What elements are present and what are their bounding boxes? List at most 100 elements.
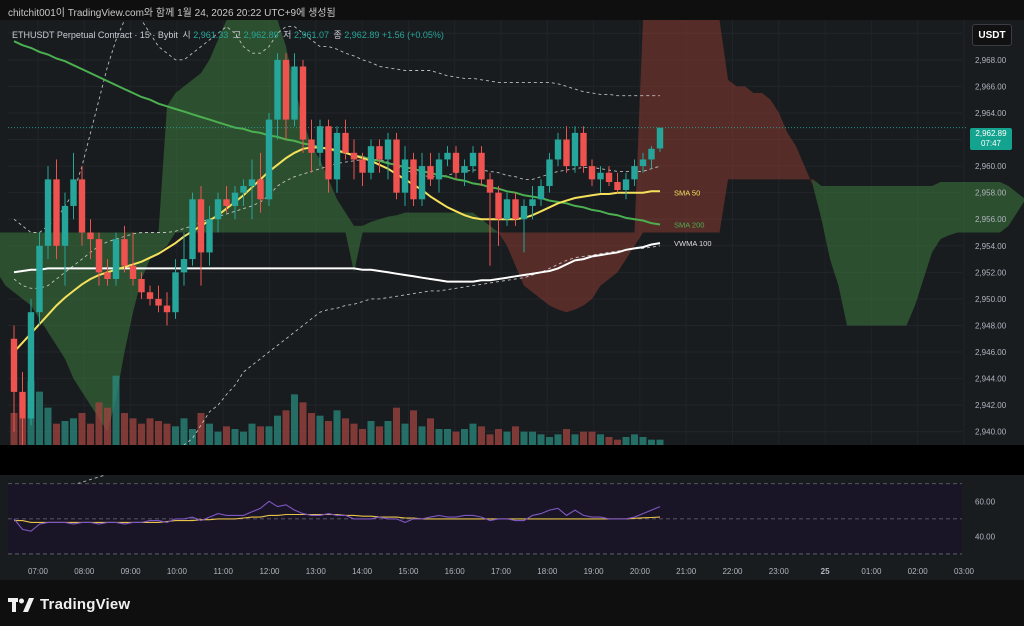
cloud-segment-bull [889, 186, 898, 326]
candle-down [104, 272, 111, 279]
candle-down [197, 199, 205, 253]
cloud-segment-bear [660, 20, 669, 233]
cloud-segment-bull [847, 186, 856, 326]
candle-down [512, 199, 519, 220]
cloud-segment-bear [575, 232, 584, 310]
volume-bar [410, 410, 417, 445]
candle-down [95, 239, 103, 273]
cloud-segment-bear [532, 232, 541, 299]
candle-down [410, 159, 417, 200]
cloud-segment-bull [855, 186, 864, 326]
volume-bar [180, 418, 188, 445]
volume-bar [223, 426, 230, 445]
volume-bar [308, 413, 315, 445]
cloud-segment-bull [1000, 182, 1009, 233]
volume-bar [112, 375, 120, 445]
cloud-segment-bull [940, 182, 949, 240]
cloud-segment-bull [56, 232, 65, 359]
volume-bar [325, 421, 332, 445]
volume-bar [486, 434, 494, 445]
chart-legend: ETHUSDT Perpetual Contract · 15 · Bybit … [12, 28, 444, 41]
cloud-segment-bear [549, 232, 558, 310]
cloud-segment-bear [498, 232, 507, 246]
cloud-segment-bear [770, 99, 779, 180]
candle-down [376, 146, 383, 160]
candle-down [350, 152, 358, 160]
series-label-vwma-100: VWMA 100 [674, 239, 712, 248]
cloud-segment-bear [694, 20, 703, 233]
volume-bar [376, 426, 383, 445]
chart-frame[interactable]: 2,940.00 2,942.00 2,944.00 2,946.00 2,948.00… [0, 20, 1024, 580]
volume-bar [614, 439, 621, 445]
volume-bar [146, 418, 154, 445]
volume-bar [367, 421, 375, 445]
cloud-segment-bear [796, 146, 805, 180]
candle-down [605, 172, 613, 183]
currency-button[interactable]: USDT [972, 24, 1012, 46]
cloud-segment-bull [991, 182, 1000, 233]
volume-bar [189, 429, 196, 445]
x-tick-label: 13:00 [306, 567, 327, 576]
cloud-segment-bull [915, 186, 924, 306]
legend-change: +1.56 (+0.05%) [381, 30, 444, 40]
candle-up [189, 199, 196, 260]
bollinger-upper-line [13, 20, 660, 233]
cloud-segment-bull [898, 186, 907, 326]
cloud-segment-bull [167, 93, 176, 246]
window-title: chitchit001이 TradingView.com와 함께 1월 24, … [8, 8, 336, 19]
cloud-segment-bull [388, 215, 397, 233]
cloud-segment-bull [966, 182, 975, 233]
volume-bar [121, 413, 128, 445]
cloud-segment-bull [413, 212, 422, 233]
volume-bar [452, 431, 460, 445]
cloud-segment-bear [515, 232, 524, 286]
volume-bar [342, 418, 349, 445]
cloud-segment-bull [218, 20, 227, 233]
candle-up [554, 139, 562, 160]
candle-up [639, 159, 647, 167]
candle-up [333, 132, 341, 180]
cloud-segment-bear [685, 20, 694, 233]
candle-down [588, 166, 596, 180]
volume-bar [61, 421, 69, 445]
cloud-segment-bull [821, 186, 830, 260]
tradingview-logo[interactable]: TradingView [8, 596, 130, 613]
cloud-segment-bear [753, 93, 762, 180]
chart-canvas[interactable]: 2,940.00 2,942.00 2,944.00 2,946.00 2,948.00… [0, 20, 1024, 580]
candle-up [656, 127, 664, 149]
volume-bar [214, 431, 222, 445]
candle-down [452, 152, 460, 173]
cloud-segment-bear [541, 232, 550, 306]
volume-bar [622, 437, 630, 445]
cloud-segment-bear [677, 20, 686, 233]
cloud-segment-bull [22, 232, 31, 306]
cloud-segment-bull [252, 20, 261, 233]
cloud-segment-bull [354, 225, 363, 273]
candle-down [325, 126, 332, 180]
x-tick-label: 16:00 [445, 567, 466, 576]
y-tick-label: 2,944.00 [975, 375, 1007, 384]
volume-bar [639, 437, 647, 445]
cloud-segment-bull [141, 232, 150, 279]
y-tick-label: 2,940.00 [975, 428, 1007, 437]
candle-down [223, 199, 230, 206]
cloud-segment-bull [73, 232, 82, 392]
volume-bar [282, 410, 290, 445]
cloud-segment-bear [728, 79, 737, 180]
candle-up [70, 179, 77, 206]
candle-up [316, 126, 324, 153]
cloud-segment-bear [702, 20, 711, 233]
volume-bar [129, 418, 137, 445]
tradingview-logo-text: TradingView [40, 596, 131, 613]
volume-bar [444, 429, 451, 445]
volume-bar [631, 434, 638, 445]
cloud-segment-bull [906, 186, 915, 326]
cloud-segment-bull [14, 232, 23, 299]
cloud-segment-bull [328, 179, 337, 233]
candle-down [146, 292, 154, 299]
volume-bar [546, 437, 553, 445]
volume-bar [597, 434, 604, 445]
legend-open: 2,961.33 [193, 30, 229, 40]
volume-bar [656, 439, 664, 445]
legend-symbol[interactable]: ETHUSDT Perpetual Contract · 15 · Bybit [12, 30, 178, 40]
